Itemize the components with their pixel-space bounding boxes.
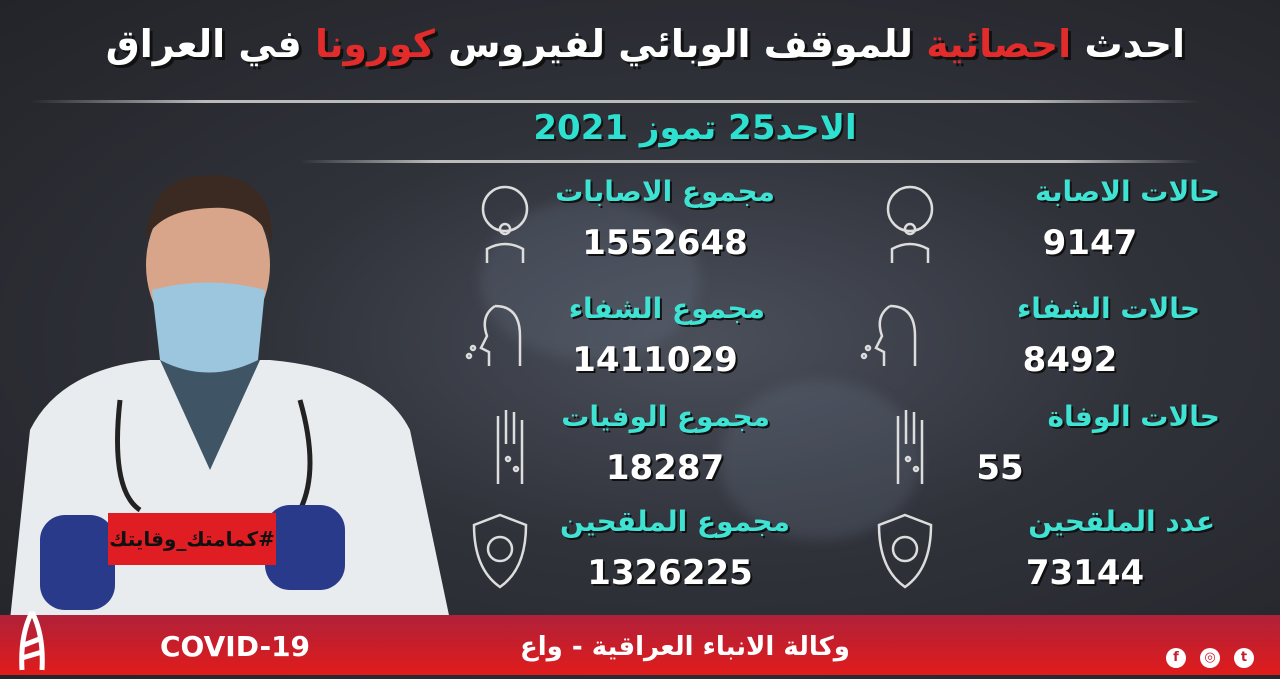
divider xyxy=(30,100,1200,103)
date: الاحد25 تموز 2021 xyxy=(533,108,857,148)
twitter-icon[interactable]: t xyxy=(1234,648,1254,668)
instagram-icon[interactable]: ◎ xyxy=(1200,648,1220,668)
covid-tag: COVID-19 xyxy=(160,630,311,663)
headline: احدث احصائية للموقف الوبائي لفيروس كورون… xyxy=(105,22,1185,66)
stat-total-vaccinated: مجموع الملقحين 1326225 xyxy=(470,505,790,605)
virus-shield-icon xyxy=(472,513,528,589)
hashtag-sign: #كمامتك_وقايتك xyxy=(108,513,276,565)
stat-total-recovered: مجموع الشفاء 1411029 xyxy=(465,292,765,392)
stat-total-deaths: مجموع الوفيات 18287 xyxy=(480,400,770,500)
ina-logo xyxy=(19,610,45,671)
agency-name: وكالة الانباء العراقية - واع xyxy=(520,632,850,662)
hand-icon xyxy=(496,410,524,484)
facebook-icon[interactable]: f xyxy=(1166,648,1186,668)
stat-daily-recovered: حالات الشفاء 8492 xyxy=(860,292,1200,392)
sick-face-icon xyxy=(886,185,934,263)
breathing-face-icon xyxy=(860,304,917,366)
virus-blur xyxy=(720,380,920,540)
sick-face-icon xyxy=(481,185,529,263)
divider xyxy=(300,160,1200,163)
stat-daily-vaccinated: عدد الملقحين 73144 xyxy=(875,505,1215,605)
virus-shield-icon xyxy=(877,513,933,589)
stat-daily-cases: حالات الاصابة 9147 xyxy=(880,175,1220,275)
breathing-face-icon xyxy=(465,304,522,366)
hand-icon xyxy=(896,410,924,484)
stat-daily-deaths: حالات الوفاة 55 xyxy=(880,400,1220,500)
footer-bar xyxy=(0,615,1280,675)
stat-total-cases: مجموع الاصابات 1552648 xyxy=(475,175,775,275)
